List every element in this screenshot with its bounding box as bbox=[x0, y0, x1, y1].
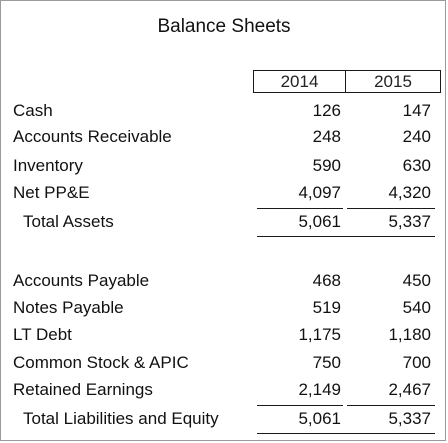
value-2015: 700 bbox=[402, 353, 431, 372]
value-2014: 519 bbox=[312, 298, 341, 317]
subtotal-rule bbox=[257, 208, 343, 209]
row-label: Total Liabilities and Equity bbox=[23, 409, 219, 428]
row-label: Accounts Payable bbox=[13, 271, 150, 290]
row-label: Net PP&E bbox=[13, 183, 90, 202]
table-row-accounts-receivable: Accounts Receivable 248 240 bbox=[1, 125, 447, 149]
subtotal-rule bbox=[257, 405, 343, 406]
page-title: Balance Sheets bbox=[157, 16, 291, 37]
table-row-notes-payable: Notes Payable 519 540 bbox=[1, 296, 447, 320]
value-2015: 5,337 bbox=[388, 409, 431, 428]
table-row-total-assets: Total Assets 5,061 5,337 bbox=[1, 210, 447, 234]
value-2015: 540 bbox=[402, 298, 431, 317]
value-2015: 2,467 bbox=[388, 380, 431, 399]
table-row-common-stock-apic: Common Stock & APIC 750 700 bbox=[1, 351, 447, 375]
table-row-inventory: Inventory 590 630 bbox=[1, 154, 447, 178]
value-2014: 248 bbox=[312, 127, 341, 146]
row-label: Retained Earnings bbox=[13, 380, 153, 399]
table-row-retained-earnings: Retained Earnings 2,149 2,467 bbox=[1, 378, 447, 402]
column-header-2015: 2015 bbox=[345, 70, 441, 93]
value-2014: 2,149 bbox=[298, 380, 341, 399]
value-2015: 147 bbox=[402, 101, 431, 120]
value-2014: 590 bbox=[312, 156, 341, 175]
value-2014: 5,061 bbox=[298, 212, 341, 231]
value-2015: 240 bbox=[402, 127, 431, 146]
subtotal-rule bbox=[347, 405, 435, 406]
value-2014: 126 bbox=[312, 101, 341, 120]
table-row-net-ppe: Net PP&E 4,097 4,320 bbox=[1, 181, 447, 205]
table-row-lt-debt: LT Debt 1,175 1,180 bbox=[1, 323, 447, 347]
row-label: Notes Payable bbox=[13, 298, 124, 317]
table-row-accounts-payable: Accounts Payable 468 450 bbox=[1, 269, 447, 293]
value-2015: 4,320 bbox=[388, 183, 431, 202]
value-2014: 1,175 bbox=[298, 325, 341, 344]
column-header-2014: 2014 bbox=[253, 70, 346, 93]
value-2015: 5,337 bbox=[388, 212, 431, 231]
total-rule bbox=[257, 236, 435, 237]
row-label: Inventory bbox=[13, 156, 83, 175]
row-label: Common Stock & APIC bbox=[13, 353, 189, 372]
value-2015: 630 bbox=[402, 156, 431, 175]
value-2014: 750 bbox=[312, 353, 341, 372]
value-2014: 4,097 bbox=[298, 183, 341, 202]
value-2014: 468 bbox=[312, 271, 341, 290]
value-2015: 1,180 bbox=[388, 325, 431, 344]
row-label: Accounts Receivable bbox=[13, 127, 172, 146]
table-row-cash: Cash 126 147 bbox=[1, 99, 447, 123]
value-2015: 450 bbox=[402, 271, 431, 290]
row-label: Total Assets bbox=[23, 212, 114, 231]
row-label: Cash bbox=[13, 101, 53, 120]
subtotal-rule bbox=[347, 208, 435, 209]
total-rule bbox=[257, 433, 435, 434]
table-row-total-liabilities-equity: Total Liabilities and Equity 5,061 5,337 bbox=[1, 407, 447, 431]
row-label: LT Debt bbox=[13, 325, 72, 344]
value-2014: 5,061 bbox=[298, 409, 341, 428]
